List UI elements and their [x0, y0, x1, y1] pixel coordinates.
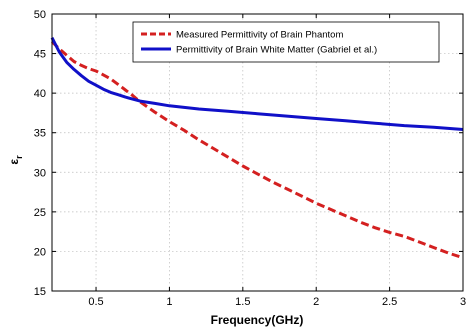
y-tick-label: 50: [34, 9, 46, 21]
y-axis-label: εr: [7, 155, 24, 165]
y-tick-label: 35: [34, 128, 46, 140]
tick-layer: 0.5 1 1.5 2 2.5 3 15 20 25 30 35 40 45 50: [34, 9, 466, 308]
legend: Measured Permittivity of Brain Phantom Pe…: [132, 21, 440, 63]
series-line-1: [50, 37, 464, 131]
legend-label-1: Permittivity of Brain White Matter (Gabr…: [176, 45, 377, 56]
series-layer: [50, 37, 464, 260]
y-axis-label-sub: r: [14, 155, 24, 159]
y-tick-label: 45: [34, 49, 46, 61]
legend-label-0: Measured Permittivity of Brain Phantom: [176, 30, 343, 41]
legend-box: [132, 21, 440, 63]
y-tick-label: 15: [34, 286, 46, 298]
y-axis-label-main: ε: [7, 159, 21, 165]
x-axis-label: Frequency(GHz): [211, 313, 304, 327]
x-tick-label: 1: [166, 296, 172, 308]
series-line-0: [50, 40, 464, 260]
plot-frame: [51, 13, 464, 292]
x-tick-label: 2.5: [382, 296, 397, 308]
x-tick-label: 2: [313, 296, 319, 308]
y-tick-label: 40: [34, 88, 46, 100]
x-tick-label: 1.5: [235, 296, 250, 308]
x-tick-label: 0.5: [88, 296, 103, 308]
y-tick-label: 25: [34, 207, 46, 219]
y-tick-label: 30: [34, 167, 46, 179]
y-tick-label: 20: [34, 246, 46, 258]
x-tick-label: 3: [460, 296, 466, 308]
